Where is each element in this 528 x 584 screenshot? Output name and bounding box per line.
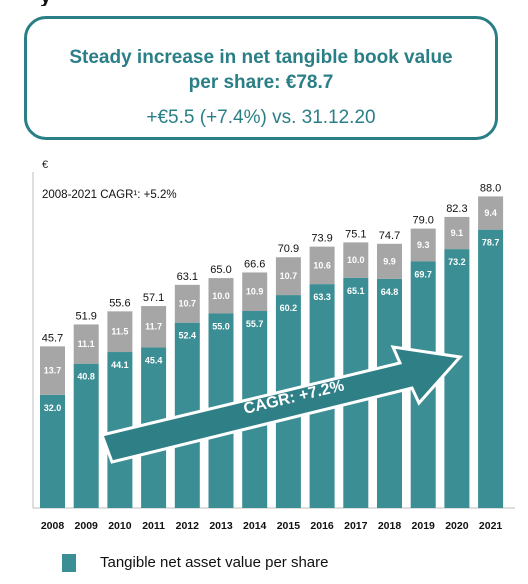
data-label-other: 11.1 — [78, 339, 95, 349]
total-label: 70.9 — [278, 243, 299, 255]
data-label-other: 9.4 — [484, 208, 497, 218]
data-label-tangible: 32.0 — [44, 403, 62, 413]
total-label: 88.0 — [480, 182, 501, 194]
total-label: 65.0 — [210, 264, 231, 276]
data-label-tangible: 64.8 — [381, 287, 399, 297]
x-tick-label: 2018 — [378, 520, 402, 532]
bar-segment-other — [275, 257, 301, 296]
data-label-tangible: 69.7 — [414, 269, 432, 279]
data-label-other: 10.9 — [246, 287, 264, 297]
data-label-tangible: 60.2 — [280, 303, 298, 313]
total-label: 63.1 — [177, 271, 198, 283]
x-tick-label: 2012 — [176, 520, 200, 532]
x-tick-label: 2016 — [310, 520, 334, 532]
data-label-tangible: 73.2 — [448, 257, 466, 267]
total-label: 73.9 — [311, 233, 332, 245]
data-label-tangible: 63.3 — [313, 292, 331, 302]
headline-callout: Steady increase in net tangible book val… — [24, 16, 498, 140]
bar-segment-other — [73, 324, 99, 364]
bar-segment-other — [309, 246, 335, 285]
x-tick-label: 2020 — [445, 520, 469, 532]
data-label-other: 9.1 — [451, 228, 464, 238]
bar-segment-other — [242, 272, 268, 311]
data-label-other: 13.7 — [44, 366, 62, 376]
total-label: 74.7 — [379, 230, 400, 242]
data-label-other: 11.7 — [145, 322, 162, 332]
total-label: 45.7 — [42, 332, 63, 344]
data-label-tangible: 55.0 — [212, 321, 230, 331]
data-label-tangible: 52.4 — [179, 331, 197, 341]
data-label-other: 10.7 — [179, 299, 197, 309]
legend-swatch — [62, 554, 76, 572]
bar-segment-tangible — [444, 249, 470, 508]
bar-segment-tangible — [478, 229, 504, 509]
x-tick-label: 2017 — [344, 520, 368, 532]
unit-label: € — [42, 159, 48, 171]
stacked-bar-chart: € 2008-2021 CAGR¹: +5.2% 32.0 13.7 45.7 200… — [32, 159, 515, 532]
total-label: 57.1 — [143, 292, 164, 304]
bar-segment-other — [208, 278, 234, 314]
data-label-tangible: 65.1 — [347, 286, 365, 296]
bar-segment-other — [444, 216, 470, 250]
headline-text: Steady increase in net tangible book val… — [69, 47, 453, 93]
x-tick-label: 2021 — [479, 520, 503, 532]
bar-segment-other — [40, 346, 65, 395]
data-label-other: 9.3 — [417, 240, 430, 250]
data-label-other: 10.0 — [347, 255, 365, 265]
x-tick-label: 2019 — [412, 520, 436, 532]
bar-segment-tangible — [73, 363, 99, 508]
cropped-title-fragment: y — [0, 0, 528, 6]
data-label-other: 9.9 — [383, 256, 396, 266]
legend-label: Tangible net asset value per share — [100, 554, 329, 571]
bar-segment-other — [343, 242, 369, 278]
data-label-tangible: 45.4 — [145, 355, 163, 365]
x-tick-label: 2008 — [41, 520, 65, 532]
total-label: 79.0 — [412, 215, 433, 227]
bar-segment-other — [377, 243, 402, 279]
total-label: 75.1 — [345, 228, 366, 240]
bar-segment-other — [478, 196, 504, 230]
bar-segment-other — [410, 228, 436, 262]
x-tick-label: 2010 — [108, 520, 132, 532]
headline-subtext: +€5.5 (+7.4%) vs. 31.12.20 — [146, 107, 376, 128]
data-label-other: 11.5 — [111, 327, 128, 337]
bar-segment-other — [141, 306, 167, 348]
cagr-annotation: 2008-2021 CAGR¹: +5.2% — [42, 189, 177, 201]
total-label: 51.9 — [75, 310, 96, 322]
bar-segment-other — [174, 284, 200, 323]
x-tick-label: 2011 — [142, 520, 165, 532]
data-label-tangible: 55.7 — [246, 319, 264, 329]
data-label-tangible: 44.1 — [111, 360, 129, 370]
cagr-arrow — [100, 345, 463, 464]
total-label: 82.3 — [446, 203, 467, 215]
bar-segment-other — [107, 311, 133, 353]
x-tick-label: 2014 — [243, 520, 267, 532]
total-label: 66.6 — [244, 258, 265, 270]
data-label-tangible: 78.7 — [482, 238, 500, 248]
data-label-tangible: 40.8 — [77, 372, 95, 382]
x-tick-label: 2015 — [277, 520, 301, 532]
x-tick-label: 2013 — [209, 520, 233, 532]
x-tick-label: 2009 — [75, 520, 99, 532]
total-label: 55.6 — [109, 297, 130, 309]
data-label-other: 10.0 — [212, 291, 230, 301]
data-label-other: 10.7 — [280, 271, 298, 281]
data-label-other: 10.6 — [313, 260, 331, 270]
bar-segment-tangible — [40, 394, 65, 508]
